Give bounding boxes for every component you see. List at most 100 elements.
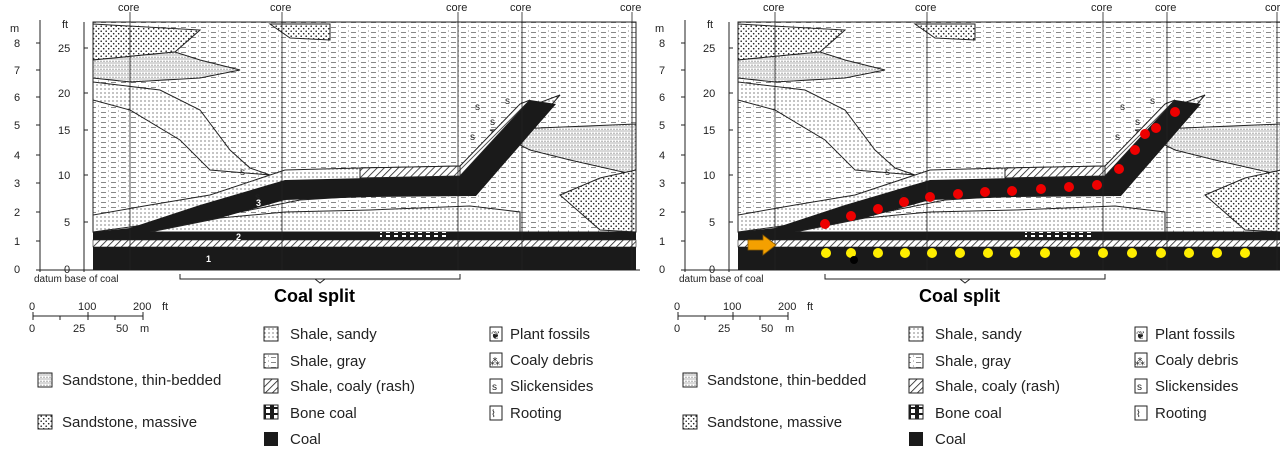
red-marker bbox=[1036, 184, 1046, 194]
legend-label: Plant fossils bbox=[1155, 326, 1235, 343]
legend-label: Bone coal bbox=[290, 405, 357, 422]
m-tick: 8 bbox=[14, 38, 20, 50]
legend-label: Sandstone, thin-bedded bbox=[62, 372, 221, 389]
scale-ft-value: 0 bbox=[674, 301, 680, 313]
legend-label: Shale, sandy bbox=[935, 326, 1022, 343]
legend-label: Sandstone, massive bbox=[707, 414, 842, 431]
coal-split-label: Coal split bbox=[919, 286, 1000, 306]
yellow-marker bbox=[821, 248, 831, 258]
ft-tick: 10 bbox=[703, 170, 715, 182]
legend-label: Shale, coaly (rash) bbox=[290, 378, 415, 395]
legend-label: Coaly debris bbox=[1155, 352, 1238, 369]
yellow-marker bbox=[873, 248, 883, 258]
m-tick: 4 bbox=[659, 150, 665, 162]
m-tick: 0 bbox=[659, 264, 665, 276]
axis-unit-ft: ft bbox=[62, 19, 68, 31]
core-label: core bbox=[270, 2, 291, 14]
yellow-marker bbox=[955, 248, 965, 258]
core-label: core bbox=[763, 2, 784, 14]
yellow-marker bbox=[1070, 248, 1080, 258]
core-label: core bbox=[1091, 2, 1112, 14]
scale-ft-value: 200 bbox=[133, 301, 151, 313]
m-tick: 1 bbox=[659, 236, 665, 248]
scale-ft-value: 200 bbox=[778, 301, 796, 313]
legend-label: Sandstone, massive bbox=[62, 414, 197, 431]
legend-label: Slickensides bbox=[1155, 378, 1238, 395]
scale-ft-value: 100 bbox=[78, 301, 96, 313]
yellow-marker bbox=[1156, 248, 1166, 258]
red-marker bbox=[899, 197, 909, 207]
legend-label: Sandstone, thin-bedded bbox=[707, 372, 866, 389]
yellow-marker bbox=[983, 248, 993, 258]
m-tick: 0 bbox=[14, 264, 20, 276]
scale-ft-value: 100 bbox=[723, 301, 741, 313]
coal-split-label: Coal split bbox=[274, 286, 355, 306]
ft-tick-labels: 25 20 15 10 5 0 bbox=[703, 43, 715, 276]
core-label: core bbox=[1265, 2, 1280, 14]
legend-label: Coal bbox=[290, 431, 321, 448]
red-marker bbox=[1007, 186, 1017, 196]
red-marker bbox=[953, 189, 963, 199]
scale-m-value: 25 bbox=[73, 323, 85, 335]
yellow-marker bbox=[1184, 248, 1194, 258]
m-tick: 7 bbox=[659, 65, 665, 77]
m-tick: 1 bbox=[14, 236, 20, 248]
scale-m-value: 0 bbox=[674, 323, 680, 335]
ft-tick: 0 bbox=[709, 264, 715, 276]
ft-tick: 5 bbox=[64, 217, 70, 229]
m-tick: 8 bbox=[659, 38, 665, 50]
legend-label: Shale, gray bbox=[935, 353, 1011, 370]
ft-tick: 10 bbox=[58, 170, 70, 182]
red-marker bbox=[873, 204, 883, 214]
legend-label: Shale, sandy bbox=[290, 326, 377, 343]
core-label: core bbox=[118, 2, 139, 14]
m-tick: 6 bbox=[659, 92, 665, 104]
scale-ft-value: 0 bbox=[29, 301, 35, 313]
yellow-marker bbox=[1010, 248, 1020, 258]
m-tick: 6 bbox=[14, 92, 20, 104]
red-marker bbox=[1064, 182, 1074, 192]
scale-ft-unit: ft bbox=[162, 301, 168, 313]
layer-number: 1 bbox=[206, 254, 211, 264]
m-tick-labels: 8 7 6 5 4 3 2 1 0 bbox=[14, 38, 20, 276]
datum-label: datum base of coal bbox=[34, 274, 119, 285]
legend-label: Rooting bbox=[1155, 405, 1207, 422]
yellow-marker bbox=[846, 248, 856, 258]
red-marker bbox=[1170, 107, 1180, 117]
m-tick: 3 bbox=[659, 178, 665, 190]
legend: Sandstone, thin-bedded Sandstone, massiv… bbox=[707, 326, 1238, 448]
ft-tick: 15 bbox=[703, 125, 715, 137]
yellow-marker bbox=[900, 248, 910, 258]
ft-tick: 15 bbox=[58, 125, 70, 137]
ft-tick-labels: 25 20 15 10 5 0 bbox=[58, 43, 70, 276]
yellow-marker bbox=[1240, 248, 1250, 258]
m-tick: 5 bbox=[14, 120, 20, 132]
axis-unit-m: m bbox=[10, 23, 19, 35]
scale-ft-unit: ft bbox=[807, 301, 813, 313]
legend-label: Rooting bbox=[510, 405, 562, 422]
axis-unit-ft: ft bbox=[707, 19, 713, 31]
ft-tick: 25 bbox=[58, 43, 70, 55]
legend-label: Shale, gray bbox=[290, 353, 366, 370]
red-marker-row bbox=[820, 107, 1180, 229]
core-label: core bbox=[446, 2, 467, 14]
core-label: core bbox=[620, 2, 641, 14]
red-marker bbox=[980, 187, 990, 197]
yellow-marker bbox=[1212, 248, 1222, 258]
scale-m-unit: m bbox=[785, 323, 794, 335]
right-panel: core core core core core m ft 8 7 6 5 4 … bbox=[655, 2, 1280, 448]
m-tick: 3 bbox=[14, 178, 20, 190]
ft-tick: 5 bbox=[709, 217, 715, 229]
scale-m-value: 50 bbox=[116, 323, 128, 335]
legend-label: Coaly debris bbox=[510, 352, 593, 369]
legend-label: Slickensides bbox=[510, 378, 593, 395]
legend-label: Plant fossils bbox=[510, 326, 590, 343]
m-tick: 7 bbox=[14, 65, 20, 77]
m-tick: 5 bbox=[659, 120, 665, 132]
yellow-marker bbox=[1127, 248, 1137, 258]
core-label: core bbox=[510, 2, 531, 14]
yellow-marker bbox=[1040, 248, 1050, 258]
m-tick: 2 bbox=[659, 207, 665, 219]
legend-label: Shale, coaly (rash) bbox=[935, 378, 1060, 395]
